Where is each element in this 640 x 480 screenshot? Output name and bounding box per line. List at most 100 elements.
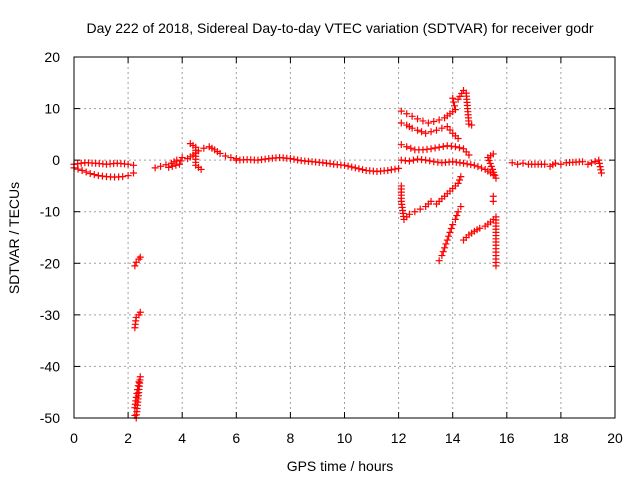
data-point bbox=[403, 110, 411, 118]
data-point bbox=[489, 192, 497, 200]
data-point bbox=[397, 141, 405, 149]
data-point bbox=[286, 155, 294, 163]
data-point bbox=[450, 98, 458, 106]
x-axis-label: GPS time / hours bbox=[287, 458, 394, 474]
data-point bbox=[397, 119, 405, 127]
data-point bbox=[435, 143, 443, 151]
data-point bbox=[130, 161, 138, 169]
data-point bbox=[453, 212, 461, 220]
data-point bbox=[427, 128, 435, 136]
data-point bbox=[173, 156, 181, 164]
data-point bbox=[438, 124, 446, 132]
y-tick-label: -50 bbox=[40, 410, 60, 426]
data-point bbox=[130, 169, 138, 177]
data-point bbox=[407, 144, 415, 152]
data-point bbox=[597, 166, 605, 174]
data-point bbox=[463, 160, 471, 168]
data-point bbox=[596, 163, 604, 171]
data-point bbox=[508, 159, 516, 167]
x-tick-label: 16 bbox=[499, 430, 515, 446]
data-point bbox=[595, 159, 603, 167]
data-point bbox=[454, 134, 462, 142]
data-point bbox=[451, 106, 459, 114]
data-point bbox=[474, 163, 482, 171]
data-point bbox=[489, 150, 497, 158]
data-point bbox=[227, 154, 235, 162]
data-point bbox=[119, 173, 127, 181]
data-point bbox=[221, 152, 229, 160]
data-point bbox=[348, 163, 356, 171]
data-point bbox=[435, 116, 443, 124]
data-point bbox=[395, 164, 403, 172]
data-point bbox=[439, 248, 447, 256]
y-axis-label: SDTVAR / TECUs bbox=[6, 182, 22, 294]
data-point bbox=[490, 168, 498, 176]
data-point bbox=[439, 142, 447, 150]
data-point bbox=[457, 173, 465, 181]
data-point bbox=[595, 156, 603, 164]
y-tick-label: -40 bbox=[40, 358, 60, 374]
data-point bbox=[431, 144, 439, 152]
data-point bbox=[391, 165, 399, 173]
data-point bbox=[492, 174, 500, 182]
data-point bbox=[519, 159, 527, 167]
data-point bbox=[457, 203, 465, 211]
data-point bbox=[136, 308, 144, 316]
data-point bbox=[414, 115, 422, 123]
x-tick-label: 2 bbox=[124, 430, 132, 446]
y-tick-label: 10 bbox=[44, 101, 60, 117]
data-point bbox=[465, 151, 473, 159]
y-tick-label: -10 bbox=[40, 204, 60, 220]
data-point bbox=[454, 208, 462, 216]
data-point bbox=[414, 126, 422, 134]
data-point bbox=[427, 197, 435, 205]
data-point bbox=[408, 112, 416, 120]
data-point bbox=[359, 166, 367, 174]
data-point bbox=[168, 162, 176, 170]
data-point bbox=[441, 244, 449, 252]
data-point bbox=[460, 159, 468, 167]
data-point bbox=[541, 160, 549, 168]
data-point bbox=[405, 157, 413, 165]
data-point bbox=[443, 236, 451, 244]
data-point bbox=[427, 145, 435, 153]
x-tick-label: 14 bbox=[445, 430, 461, 446]
data-point bbox=[492, 262, 500, 270]
data-point bbox=[178, 154, 186, 162]
data-point bbox=[449, 221, 457, 229]
x-tick-label: 6 bbox=[232, 430, 240, 446]
data-point bbox=[78, 166, 86, 174]
data-point bbox=[136, 253, 144, 261]
data-point bbox=[124, 172, 132, 180]
data-point bbox=[151, 164, 159, 172]
data-point bbox=[438, 252, 446, 260]
plot-frame bbox=[73, 56, 616, 419]
data-point bbox=[451, 215, 459, 223]
x-tick-label: 20 bbox=[607, 430, 623, 446]
grid bbox=[74, 57, 615, 418]
data-point bbox=[90, 171, 98, 179]
y-tick-label: 0 bbox=[52, 152, 60, 168]
data-point bbox=[124, 160, 132, 168]
data-point bbox=[487, 162, 495, 170]
data-point bbox=[405, 210, 413, 218]
data-point bbox=[467, 161, 475, 169]
data-point bbox=[451, 102, 459, 110]
data-point bbox=[470, 161, 478, 169]
y-tick-labels: -50 -40 -30 -20 -10 0 10 20 bbox=[40, 49, 60, 426]
data-point bbox=[351, 164, 359, 172]
data-point bbox=[468, 121, 476, 129]
data-point bbox=[290, 155, 298, 163]
data-point bbox=[446, 228, 454, 236]
data-point bbox=[588, 159, 596, 167]
data-point bbox=[157, 162, 165, 170]
data-point bbox=[409, 156, 417, 164]
data-point bbox=[422, 129, 430, 137]
data-point bbox=[165, 163, 173, 171]
data-point bbox=[435, 257, 443, 265]
data-point bbox=[131, 262, 139, 270]
data-point bbox=[408, 124, 416, 132]
data-point bbox=[486, 159, 494, 167]
data-point bbox=[175, 160, 183, 168]
